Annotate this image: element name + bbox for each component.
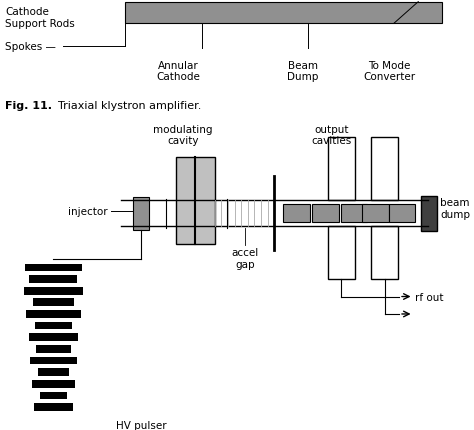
Bar [36, 345, 71, 353]
Text: HV pulser: HV pulser [116, 420, 166, 430]
Bar [40, 392, 67, 399]
Bar [312, 205, 338, 222]
Bar [421, 196, 437, 231]
Bar [371, 226, 398, 280]
Text: Beam
Dump: Beam Dump [287, 61, 319, 82]
Bar [33, 299, 73, 307]
Text: To Mode
Converter: To Mode Converter [364, 61, 416, 82]
Bar [24, 287, 83, 295]
Text: Cathode: Cathode [6, 7, 49, 17]
Bar [328, 138, 355, 201]
Text: Spokes —: Spokes — [6, 42, 56, 52]
Bar [176, 157, 215, 245]
Text: Triaxial klystron amplifier.: Triaxial klystron amplifier. [58, 100, 201, 111]
Text: modulating
cavity: modulating cavity [153, 125, 213, 146]
Text: accel
gap: accel gap [232, 248, 259, 269]
Bar [362, 205, 389, 222]
Bar [25, 264, 82, 272]
Bar [371, 138, 398, 201]
Text: rf out: rf out [415, 292, 444, 302]
Bar [389, 205, 415, 222]
Text: beam
dump: beam dump [440, 198, 470, 220]
Bar [328, 226, 355, 280]
Bar [34, 403, 73, 411]
Bar [283, 205, 310, 222]
Text: output
cavities: output cavities [312, 125, 352, 146]
Bar [30, 357, 76, 365]
Text: Annular
Cathode: Annular Cathode [156, 61, 200, 82]
Text: Fig. 11.: Fig. 11. [6, 100, 53, 111]
Bar [29, 276, 77, 283]
Bar [38, 369, 69, 376]
Bar [35, 322, 72, 330]
Bar [133, 197, 148, 230]
Bar [126, 3, 442, 24]
Text: injector: injector [68, 207, 108, 217]
Bar [340, 205, 367, 222]
Bar [32, 380, 74, 388]
Bar [26, 310, 82, 318]
Text: Support Rods: Support Rods [6, 19, 75, 29]
Bar [28, 334, 79, 341]
